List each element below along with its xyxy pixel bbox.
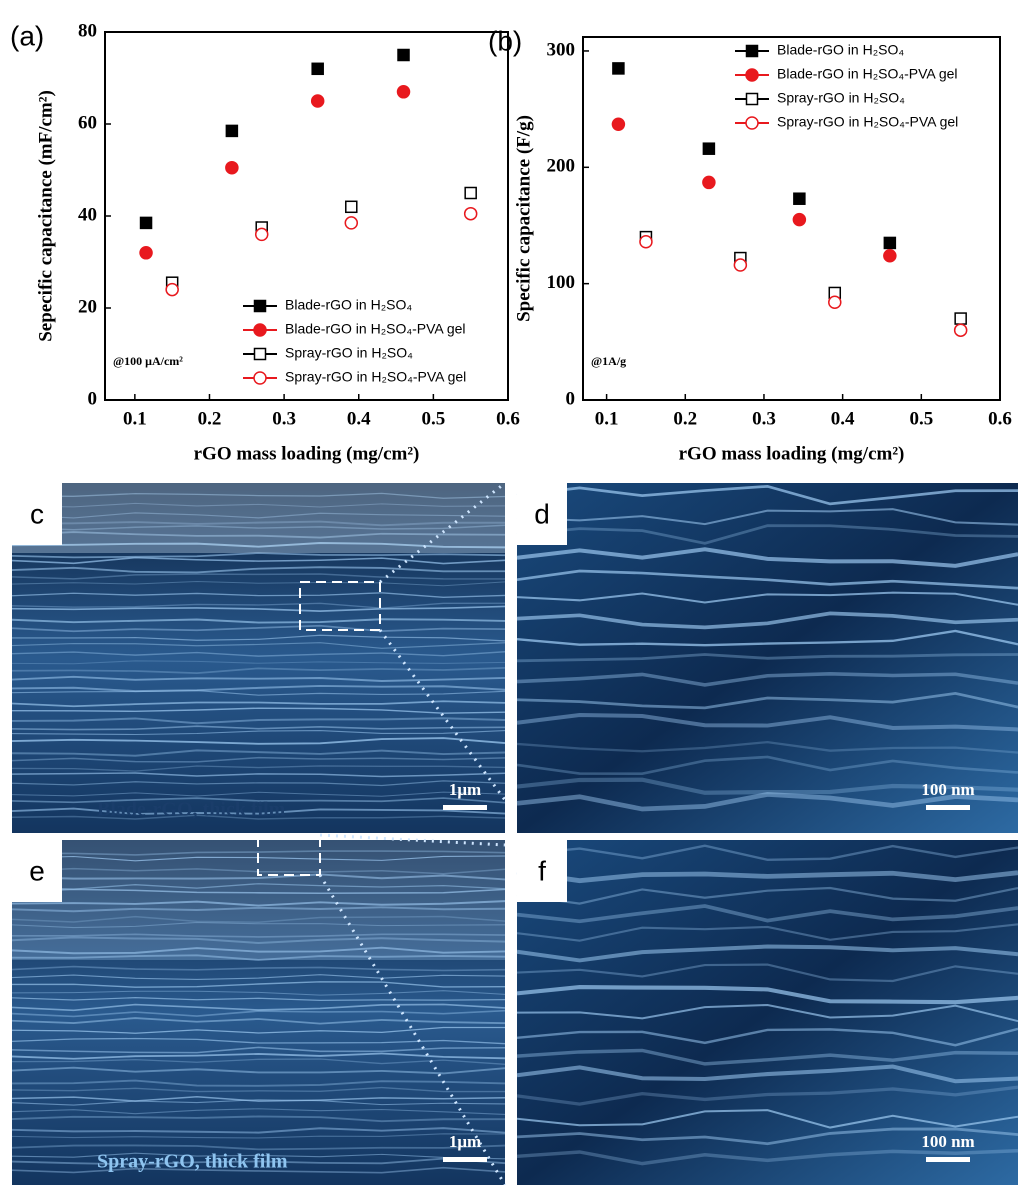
marker	[747, 46, 758, 57]
y-tick-label: 40	[78, 204, 97, 225]
x-tick-label: 0.2	[673, 408, 697, 429]
marker	[141, 217, 152, 228]
marker	[140, 247, 152, 259]
x-axis-label: rGO mass loading (mg/cm²)	[679, 443, 905, 464]
marker	[746, 117, 758, 129]
y-tick-label: 100	[547, 272, 576, 293]
marker	[884, 250, 896, 262]
image-caption: Blade-rGO, thick film	[97, 799, 286, 821]
legend-label: Spray-rGO in H₂SO₄	[777, 90, 905, 106]
scale-bar	[443, 1157, 487, 1162]
y-tick-label: 200	[547, 156, 576, 177]
marker	[254, 324, 266, 336]
marker	[254, 372, 266, 384]
x-tick-label: 0.2	[198, 408, 222, 429]
legend-label: Blade-rGO in H₂SO₄	[285, 297, 412, 313]
marker	[747, 94, 758, 105]
annotation: @1A/g	[591, 354, 626, 368]
marker	[312, 63, 323, 74]
marker	[256, 228, 268, 240]
scale-bar-label: 100 nm	[921, 1132, 974, 1151]
marker	[398, 50, 409, 61]
marker	[226, 162, 238, 174]
x-tick-label: 0.5	[909, 408, 933, 429]
panel-label: e	[29, 855, 45, 886]
y-tick-label: 60	[78, 112, 97, 133]
x-tick-label: 0.4	[831, 408, 855, 429]
marker	[613, 63, 624, 74]
legend: Blade-rGO in H₂SO₄ Blade-rGO in H₂SO₄-PVA…	[735, 42, 958, 130]
x-tick-label: 0.6	[496, 408, 520, 429]
y-tick-label: 80	[78, 20, 97, 41]
marker	[398, 86, 410, 98]
legend-label: Spray-rGO in H₂SO₄	[285, 345, 413, 361]
y-tick-label: 0	[566, 388, 576, 409]
sem-image: e Spray-rGO, thick film 1μm	[12, 840, 505, 1185]
x-tick-label: 0.4	[347, 408, 371, 429]
image-caption: Spray-rGO, thick film	[97, 1151, 288, 1173]
chart: (a) 0.1 0.2 0.3 0.4 0.5 0.6 0 20 40 60 80 rGO mass l…	[10, 20, 520, 464]
scale-bar-label: 1μm	[449, 780, 481, 799]
marker	[312, 95, 324, 107]
marker	[345, 217, 357, 229]
marker	[465, 208, 477, 220]
scale-bar	[926, 805, 970, 810]
scale-bar-label: 100 nm	[921, 780, 974, 799]
legend-label: Spray-rGO in H₂SO₄-PVA gel	[285, 369, 466, 385]
sem-image: c Blade-rGO, thick film 1μm	[12, 483, 505, 833]
y-tick-label: 20	[78, 296, 97, 317]
legend-label: Blade-rGO in H₂SO₄-PVA gel	[285, 321, 466, 337]
annotation: @100 μA/cm²	[113, 354, 183, 368]
marker	[746, 69, 758, 81]
x-axis-label: rGO mass loading (mg/cm²)	[194, 443, 420, 464]
marker	[465, 188, 476, 199]
marker	[612, 118, 624, 130]
x-tick-label: 0.1	[123, 408, 147, 429]
marker	[166, 284, 178, 296]
marker	[793, 214, 805, 226]
panel-label: (a)	[10, 20, 44, 51]
marker	[734, 259, 746, 271]
marker	[255, 301, 266, 312]
legend: Blade-rGO in H₂SO₄ Blade-rGO in H₂SO₄-PVA…	[243, 297, 466, 385]
x-tick-label: 0.3	[272, 408, 296, 429]
marker	[884, 237, 895, 248]
scale-bar	[926, 1157, 970, 1162]
marker	[829, 296, 841, 308]
panel-label: (b)	[488, 25, 522, 56]
marker	[794, 193, 805, 204]
legend-label: Blade-rGO in H₂SO₄	[777, 42, 904, 58]
legend-label: Spray-rGO in H₂SO₄-PVA gel	[777, 114, 958, 130]
marker	[226, 125, 237, 136]
marker	[640, 236, 652, 248]
marker	[955, 313, 966, 324]
chart: (b) 0.1 0.2 0.3 0.4 0.5 0.6 0 100 200 300 rGO mass …	[488, 25, 1012, 464]
figure: c Blade-rGO, thick film 1μm d 100 nm e Spray-r…	[0, 0, 1024, 1185]
marker	[703, 176, 715, 188]
x-tick-label: 0.3	[752, 408, 776, 429]
scale-bar-label: 1μm	[449, 1132, 481, 1151]
legend-label: Blade-rGO in H₂SO₄-PVA gel	[777, 66, 958, 82]
panel-label: c	[30, 498, 44, 529]
panel-label: d	[534, 498, 550, 529]
marker	[955, 324, 967, 336]
panel-label: f	[538, 855, 546, 886]
y-tick-label: 300	[547, 39, 576, 60]
x-tick-label: 0.6	[988, 408, 1012, 429]
scale-bar	[443, 805, 487, 810]
sem-image: f 100 nm	[517, 840, 1018, 1185]
marker	[346, 201, 357, 212]
marker	[255, 349, 266, 360]
y-tick-label: 0	[88, 388, 98, 409]
marker	[703, 143, 714, 154]
y-axis-label: Specific capacitance (F/g)	[513, 115, 534, 322]
x-tick-label: 0.5	[421, 408, 445, 429]
sem-image: d 100 nm	[517, 483, 1018, 833]
y-axis-label: Sepecific capacitance (mF/cm²)	[35, 90, 56, 342]
x-tick-label: 0.1	[595, 408, 619, 429]
